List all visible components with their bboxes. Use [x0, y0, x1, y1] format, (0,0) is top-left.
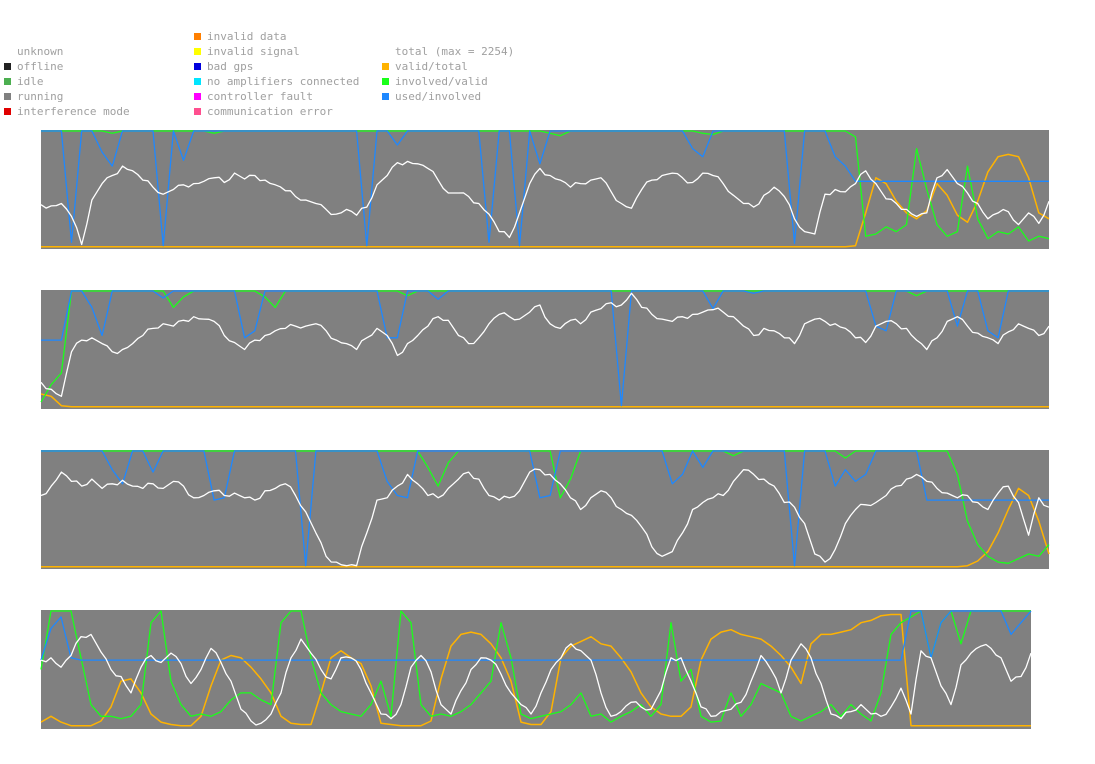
chart-row-3 — [40, 450, 1050, 569]
legend-item: valid/total — [382, 59, 514, 74]
chart-row-2 — [40, 290, 1050, 409]
used-involved-line — [40, 610, 1032, 661]
legend-item: bad gps — [194, 59, 359, 74]
running-status-band — [41, 290, 1049, 409]
legend-swatch — [382, 78, 389, 85]
legend-item: no amplifiers connected — [194, 74, 360, 89]
legend-swatch — [382, 93, 389, 100]
chart-row-4 — [40, 610, 1032, 729]
chart-row-1 — [40, 130, 1050, 249]
valid-total-line — [41, 487, 1050, 568]
legend-item: total (max = 2254) — [395, 44, 514, 59]
legend-swatch — [4, 63, 11, 70]
legend-label: idle — [17, 75, 44, 88]
used-involved-line — [41, 290, 1049, 407]
legend-swatch — [194, 33, 201, 40]
legend-swatch — [194, 93, 201, 100]
legend-item: interference mode — [4, 104, 130, 119]
involved-valid-line — [41, 130, 1050, 242]
total-line — [40, 633, 1032, 726]
legend-swatch — [4, 78, 11, 85]
legend-item: offline — [4, 59, 130, 74]
metric-legend: total (max = 2254) valid/total involved/va… — [382, 44, 514, 104]
legend-label: interference mode — [17, 105, 130, 118]
legend-item: communication error — [194, 104, 359, 119]
legend-item: used/involved — [382, 89, 514, 104]
legend-label: bad gps — [207, 60, 254, 73]
total-line — [40, 468, 1050, 567]
legend-label: total (max = 2254) — [395, 45, 515, 58]
legend-label: invalid signal — [207, 45, 300, 58]
legend-swatch — [194, 63, 201, 70]
valid-total-line — [40, 393, 1049, 408]
legend-label: unknown — [17, 45, 64, 58]
valid-total-line — [40, 613, 1031, 727]
legend-item: idle — [4, 74, 130, 89]
legend-label: no amplifiers connected — [207, 75, 360, 88]
used-involved-line — [41, 130, 1049, 247]
legend-label: running — [17, 90, 64, 103]
running-status-band — [41, 130, 1049, 249]
legend-label: used/involved — [395, 90, 482, 103]
legend-swatch — [194, 48, 201, 55]
legend-item: invalid signal — [194, 44, 359, 59]
fault-legend: invalid data invalid signal bad gps no ampl… — [194, 29, 360, 119]
legend-label: communication error — [207, 105, 333, 118]
legend-item: involved/valid — [382, 74, 514, 89]
legend-label: controller fault — [207, 90, 313, 103]
legend-label: offline — [17, 60, 64, 73]
legend-swatch — [4, 93, 11, 100]
involved-valid-line — [40, 610, 1031, 723]
total-line — [40, 160, 1050, 246]
legend-label: invalid data — [207, 30, 287, 43]
total-line — [40, 292, 1050, 397]
used-involved-line — [41, 450, 1049, 567]
running-status-band — [41, 610, 1031, 729]
legend-swatch — [382, 63, 389, 70]
legend-label: involved/valid — [395, 75, 488, 88]
legend-item: running — [4, 89, 130, 104]
legend-swatch — [4, 108, 11, 115]
legend-item: invalid data — [194, 29, 359, 44]
legend-label: valid/total — [395, 60, 468, 73]
status-legend: unknown offline idle running interference mo… — [4, 44, 130, 119]
legend-item: controller fault — [194, 89, 359, 104]
legend-swatch — [194, 78, 201, 85]
running-status-band — [41, 450, 1049, 569]
legend-swatch — [194, 108, 201, 115]
legend-item: unknown — [17, 44, 130, 59]
